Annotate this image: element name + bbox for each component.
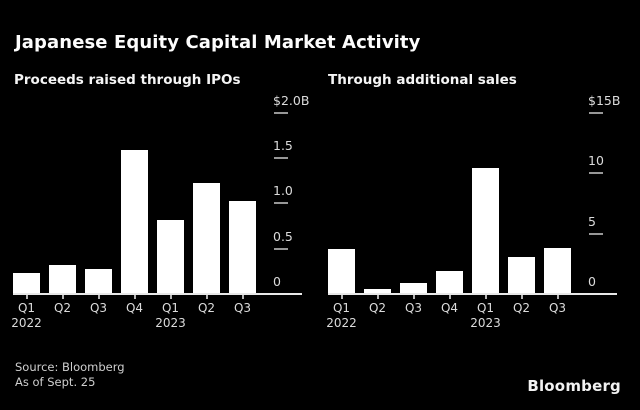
x-axis-year-label: 2022: [11, 316, 42, 330]
x-axis-label: Q4: [125, 301, 144, 315]
y-axis-label: $2.0B: [273, 92, 310, 108]
bar: [85, 269, 112, 293]
bar: [328, 249, 355, 293]
x-axis-label: Q3: [404, 301, 423, 315]
bar: [121, 149, 148, 293]
additional-sales-bar-chart: Q1 Q2 Q3 Q4 Q1 Q2 Q3 2022 2023 0 5 10 $15B: [326, 90, 621, 335]
y-axis-label: 10: [588, 153, 604, 168]
x-axis-tick: [520, 295, 523, 299]
x-axis-label: Q2: [53, 301, 72, 315]
bar: [49, 264, 76, 293]
y-axis-label: 5: [588, 213, 596, 229]
x-axis-year-label: 2023: [470, 316, 501, 330]
x-axis-line: [328, 293, 617, 295]
x-axis-tick: [133, 295, 136, 299]
x-axis-tick: [340, 295, 343, 299]
x-axis-label: Q3: [548, 301, 567, 315]
x-axis-label: Q4: [440, 301, 459, 315]
y-axis-tick: [589, 111, 603, 114]
bar: [193, 183, 220, 293]
y-axis-tick: [274, 247, 288, 250]
y-axis-tick: [274, 111, 288, 114]
x-axis-tick: [169, 295, 172, 299]
x-axis-year-label: 2022: [326, 316, 357, 330]
bar: [544, 248, 571, 293]
x-axis-label: Q2: [197, 301, 216, 315]
x-axis-tick: [376, 295, 379, 299]
y-axis-tick: [274, 156, 288, 159]
y-axis-label: 1.0: [273, 183, 293, 199]
bloomberg-logo: Bloomberg: [527, 377, 621, 395]
y-axis-tick: [589, 172, 603, 174]
ipo-bar-chart: Q1 Q2 Q3 Q4 Q1 Q2 Q3 2022 2023 0 0.5 1.0 1.5 $2.0B: [11, 90, 309, 335]
x-axis-tick: [484, 295, 487, 299]
x-axis-tick: [205, 295, 208, 299]
bar: [508, 256, 535, 293]
bar: [400, 283, 427, 293]
x-axis-label: Q3: [89, 301, 108, 315]
ipo-chart-subtitle: Proceeds raised through IPOs: [14, 72, 241, 89]
x-axis-tick: [61, 295, 64, 299]
x-axis-tick: [241, 295, 244, 299]
source-note: Source: Bloomberg As of Sept. 25: [15, 360, 125, 390]
x-axis-year-label: 2023: [155, 316, 186, 330]
bar: [472, 168, 499, 293]
x-axis-label: Q3: [233, 301, 252, 315]
y-axis-tick: [274, 202, 288, 205]
x-axis-tick: [412, 295, 415, 299]
y-axis-label: 0: [273, 274, 281, 289]
x-axis-tick: [25, 295, 28, 299]
y-axis-label: 0: [588, 274, 596, 289]
x-axis-label: Q1: [332, 301, 351, 315]
bar: [13, 273, 40, 293]
y-axis-label: 0.5: [273, 228, 293, 244]
as-of-date: As of Sept. 25: [15, 375, 96, 389]
bar: [364, 288, 391, 293]
additional-sales-chart-subtitle: Through additional sales: [328, 72, 517, 89]
y-axis-label: 1.5: [273, 137, 293, 153]
x-axis-label: Q2: [512, 301, 531, 315]
x-axis-label: Q2: [368, 301, 387, 315]
bar: [229, 201, 256, 293]
x-axis-tick: [556, 295, 559, 299]
x-axis-line: [13, 293, 302, 295]
x-axis-tick: [448, 295, 451, 299]
page-title: Japanese Equity Capital Market Activity: [15, 32, 421, 54]
x-axis-label: Q1: [476, 301, 495, 315]
bar: [157, 220, 184, 293]
y-axis-tick: [589, 232, 603, 235]
y-axis-label: $15B: [588, 92, 621, 108]
source-line: Source: Bloomberg: [15, 360, 125, 374]
x-axis-label: Q1: [161, 301, 180, 315]
bar: [436, 271, 463, 293]
x-axis-tick: [97, 295, 100, 299]
x-axis-label: Q1: [17, 301, 36, 315]
